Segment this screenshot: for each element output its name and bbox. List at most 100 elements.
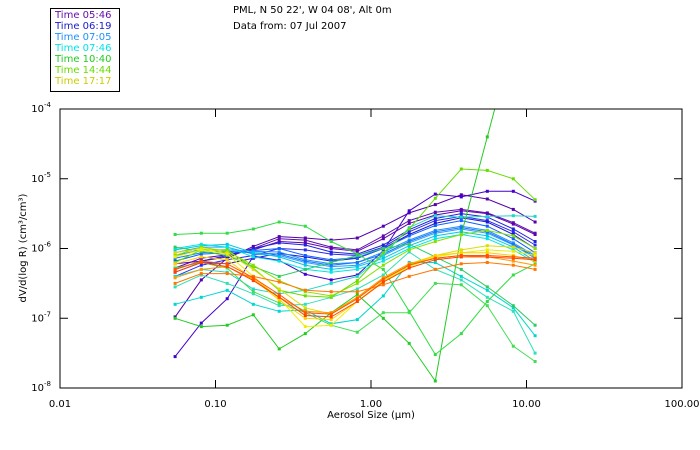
data-point (433, 192, 437, 196)
data-point (533, 263, 537, 267)
x-tick-label: 0.10 (204, 399, 226, 410)
y-tick-exp: -5 (44, 171, 51, 179)
data-point (511, 306, 515, 310)
data-point (173, 276, 177, 280)
data-point (303, 259, 307, 263)
data-point (225, 297, 229, 301)
legend-item: Time 05:46 (55, 10, 112, 21)
data-point (533, 251, 537, 255)
data-point (433, 353, 437, 356)
data-point (251, 279, 255, 283)
data-point (459, 193, 463, 197)
data-point (485, 285, 489, 289)
data-point (277, 259, 281, 263)
data-point (511, 214, 515, 218)
data-point (485, 300, 489, 303)
data-point (277, 293, 281, 296)
data-point (485, 304, 489, 308)
data-point (433, 203, 437, 207)
data-point (173, 302, 177, 306)
data-point (199, 295, 203, 299)
data-point (485, 212, 489, 216)
data-point (277, 235, 281, 239)
data-point (277, 301, 281, 305)
y-tick-label: 10-6 (31, 241, 51, 255)
data-point (459, 215, 463, 219)
data-point (355, 290, 359, 294)
data-point (511, 230, 515, 234)
data-point (199, 263, 203, 267)
data-point (173, 262, 177, 266)
data-point (199, 267, 203, 271)
data-point (251, 263, 255, 267)
y-tick-exp: -8 (44, 380, 51, 388)
data-point (511, 255, 515, 259)
data-point (485, 288, 489, 292)
data-point (433, 240, 437, 243)
data-point (381, 263, 385, 267)
data-point (225, 262, 229, 266)
data-point (433, 224, 437, 227)
data-point (459, 230, 463, 234)
series-28 (173, 254, 537, 316)
data-point (381, 259, 385, 263)
x-tick-label: 1.00 (360, 399, 382, 410)
data-point (407, 234, 411, 238)
data-point (459, 226, 463, 230)
data-point (459, 267, 463, 271)
axes-layer: 0.01 0.10 1.00 10.00 100.0010-410-510-610-71… (31, 101, 699, 410)
data-point (459, 195, 463, 199)
data-point (407, 274, 411, 278)
data-point (329, 312, 333, 316)
data-point (277, 247, 281, 250)
data-point (277, 347, 281, 351)
data-point (511, 207, 515, 211)
data-point (433, 254, 437, 257)
data-point (303, 332, 307, 336)
data-point (251, 302, 255, 306)
y-tick-exp: -7 (44, 310, 51, 318)
data-point (225, 288, 229, 292)
legend-item: Time 14:44 (55, 65, 112, 76)
data-point (459, 219, 463, 223)
data-point (407, 211, 411, 215)
data-point (329, 263, 333, 267)
data-point (277, 255, 281, 259)
series-17 (173, 220, 537, 356)
data-point (407, 250, 411, 254)
data-point (433, 261, 437, 264)
data-point (381, 273, 385, 277)
data-point (381, 311, 385, 315)
data-point (433, 196, 437, 200)
data-point (303, 263, 307, 267)
data-point (533, 323, 537, 327)
data-point (511, 304, 515, 308)
series-24 (173, 251, 537, 322)
data-point (277, 241, 281, 245)
data-point (277, 274, 281, 278)
data-point (485, 261, 489, 264)
y-axis-label: dV/d(log R) (cm³/cm³) (18, 193, 29, 302)
data-point (303, 224, 307, 228)
data-point (329, 315, 333, 319)
data-point (407, 221, 411, 225)
data-point (534, 38, 537, 41)
data-point (225, 231, 229, 235)
data-point (511, 273, 515, 277)
data-point (433, 217, 437, 220)
data-point (355, 297, 359, 301)
data-point (329, 323, 333, 327)
data-point (511, 242, 515, 246)
data-point (433, 210, 437, 214)
data-point (511, 259, 515, 263)
data-point (533, 247, 537, 250)
data-point (251, 251, 255, 255)
legend-item: Time 07:46 (55, 43, 112, 54)
data-point (433, 256, 437, 260)
data-point (225, 265, 229, 269)
legend-item: Time 06:19 (55, 21, 112, 32)
data-point (329, 278, 333, 282)
data-point (251, 267, 255, 271)
data-point (251, 244, 255, 248)
y-tick-exp: -4 (44, 101, 52, 109)
